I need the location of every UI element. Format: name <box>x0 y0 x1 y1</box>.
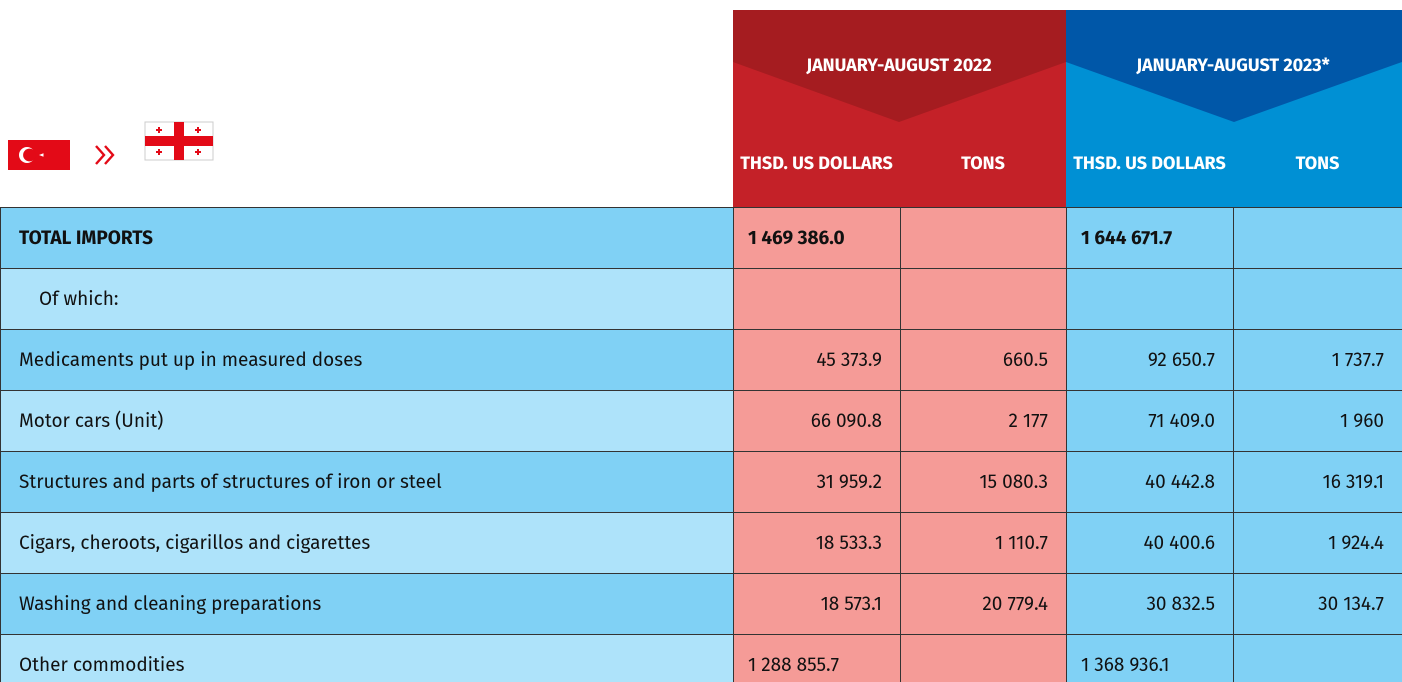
flag-turkey <box>8 140 70 170</box>
value-cell: 30 832.5 <box>1066 573 1234 635</box>
value-cell: 1 469 386.0 <box>733 207 901 269</box>
value-cell: 40 442.8 <box>1066 451 1234 513</box>
column-header: THSD. US DOLLARS <box>1073 152 1226 174</box>
row-label: Other commodities <box>0 634 734 682</box>
value-cell: 1 288 855.7 <box>733 634 901 682</box>
value-cell: 15 080.3 <box>900 451 1067 513</box>
value-cell: 18 573.1 <box>733 573 901 635</box>
value-cell: 1 737.7 <box>1233 329 1402 391</box>
value-cell <box>900 268 1067 330</box>
column-header: TONS <box>961 152 1005 174</box>
row-label: Medicaments put up in measured doses <box>0 329 734 391</box>
row-label: TOTAL IMPORTS <box>0 207 734 269</box>
value-cell: 2 177 <box>900 390 1067 452</box>
row-label: Motor cars (Unit) <box>0 390 734 452</box>
value-cell <box>1066 268 1234 330</box>
value-cell <box>900 634 1067 682</box>
value-cell: 30 134.7 <box>1233 573 1402 635</box>
value-cell: 660.5 <box>900 329 1067 391</box>
period-header: JANUARY-AUGUST 2022 <box>806 54 992 76</box>
value-cell: 1 110.7 <box>900 512 1067 574</box>
column-header: THSD. US DOLLARS <box>740 152 893 174</box>
row-label: Washing and cleaning preparations <box>0 573 734 635</box>
row-label: Of which: <box>0 268 734 330</box>
value-cell: 20 779.4 <box>900 573 1067 635</box>
period-header: JANUARY-AUGUST 2023* <box>1136 54 1330 76</box>
value-cell: 92 650.7 <box>1066 329 1234 391</box>
value-cell <box>1233 207 1402 269</box>
value-cell: 16 319.1 <box>1233 451 1402 513</box>
value-cell: 1 368 936.1 <box>1066 634 1234 682</box>
row-label: Structures and parts of structures of ir… <box>0 451 734 513</box>
value-cell <box>1233 634 1402 682</box>
value-cell: 31 959.2 <box>733 451 901 513</box>
value-cell: 1 924.4 <box>1233 512 1402 574</box>
value-cell: 18 533.3 <box>733 512 901 574</box>
value-cell <box>900 207 1067 269</box>
value-cell: 45 373.9 <box>733 329 901 391</box>
value-cell: 71 409.0 <box>1066 390 1234 452</box>
value-cell: 66 090.8 <box>733 390 901 452</box>
value-cell <box>1233 268 1402 330</box>
row-label: Cigars, cheroots, cigarillos and cigaret… <box>0 512 734 574</box>
value-cell <box>733 268 901 330</box>
value-cell: 1 644 671.7 <box>1066 207 1234 269</box>
flag-georgia <box>144 121 214 161</box>
chevron-red <box>733 10 1066 122</box>
chevron-blue <box>1066 10 1402 122</box>
value-cell: 1 960 <box>1233 390 1402 452</box>
arrows <box>95 145 115 165</box>
header-graphics <box>8 10 1402 207</box>
value-cell: 40 400.6 <box>1066 512 1234 574</box>
column-header: TONS <box>1295 152 1340 174</box>
